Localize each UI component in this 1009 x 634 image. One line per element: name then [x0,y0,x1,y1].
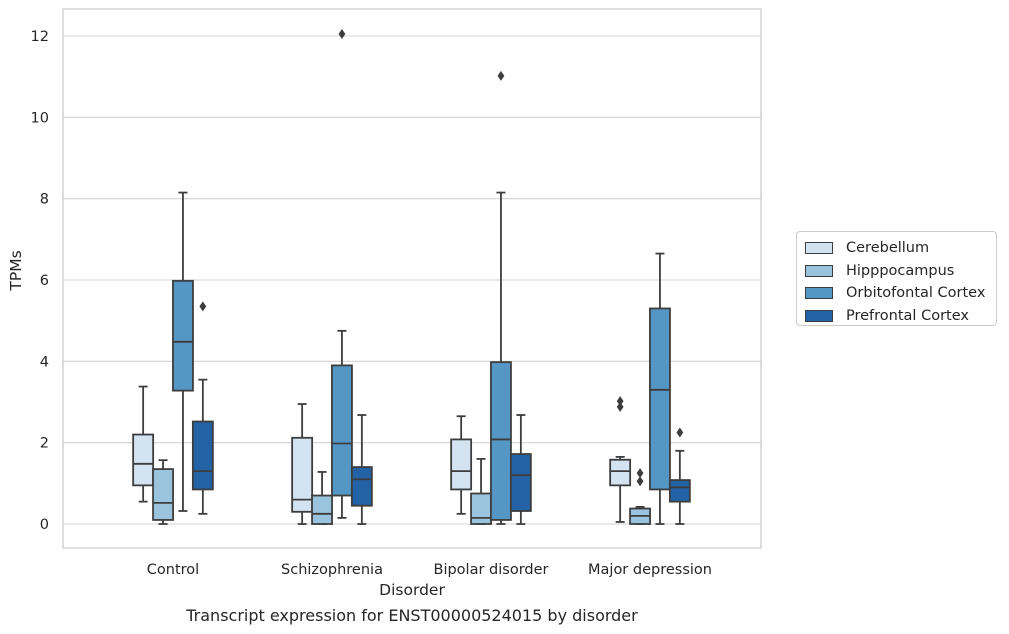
legend-item: Orbitofontal Cortex [805,282,996,305]
box [350,466,373,507]
outlier-point [676,427,684,438]
box [331,364,353,497]
outlier-point [616,396,624,407]
legend-swatch [805,309,833,322]
legend-item: Hipppocampus [805,260,996,283]
legend-item: Prefrontal Cortex [805,305,996,328]
legend-label: Hipppocampus [846,262,955,279]
x-axis-label: Disorder [379,581,445,599]
box [609,458,632,487]
outlier-point [636,476,644,487]
y-tick-label: 10 [31,110,49,126]
x-tick-label: Control [147,562,199,578]
figure-caption: Transcript expression for ENST0000052401… [186,606,638,625]
box [132,433,155,487]
box [291,436,314,513]
box [152,468,174,521]
box [172,279,194,392]
x-tick-label: Major depression [588,562,712,578]
outlier-point [497,70,505,81]
y-tick-label: 8 [40,192,49,208]
x-tick-label: Bipolar disorder [434,562,549,578]
legend-item: Cerebellum [805,237,996,260]
legend-label: Cerebellum [846,240,930,257]
box [509,453,532,512]
outlier-point [338,28,346,39]
x-tick-label: Schizophrenia [281,562,383,578]
legend-label: Orbitofontal Cortex [846,285,986,302]
legend-swatch [805,242,833,255]
chart-legend: Cerebellum Hipppocampus Orbitofontal Corte… [796,231,997,326]
outlier-point [616,401,624,412]
legend-swatch [805,264,833,277]
y-tick-label: 4 [40,354,49,370]
y-axis-label: TPMs [7,250,25,291]
y-tick-label: 6 [40,273,49,289]
box [311,494,333,525]
box [490,361,512,521]
box [649,307,671,491]
legend-label: Prefrontal Cortex [846,307,969,324]
box [191,420,214,491]
y-tick-label: 0 [40,517,49,533]
plot-frame [62,8,762,549]
y-tick-label: 2 [40,436,49,452]
box [668,479,691,503]
box [470,492,492,525]
y-tick-label: 12 [31,29,49,45]
outlier-point [636,468,644,479]
box [450,438,473,491]
legend-swatch [805,287,833,300]
outlier-point [199,301,207,312]
